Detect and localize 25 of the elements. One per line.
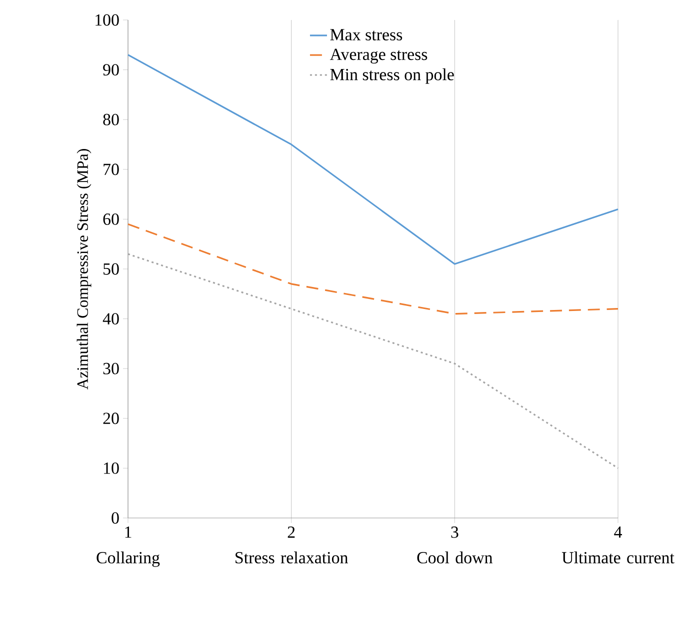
y-tick-label: 0	[112, 512, 119, 524]
y-tick-label: 100	[96, 14, 119, 26]
y-tick-label: 80	[103, 114, 119, 126]
y-tick-label: 60	[103, 213, 119, 225]
y-tick-label: 90	[103, 64, 119, 76]
text: Stress relaxation	[236, 552, 348, 564]
x-tick-label: 1	[125, 526, 132, 538]
y-tick-label: 20	[103, 412, 119, 424]
legend-label: Max stress	[330, 29, 402, 40]
y-tick-label: 30	[103, 362, 119, 374]
y-tick-label: 70	[104, 164, 119, 176]
y-tick-label: 50	[104, 263, 119, 275]
legend-label: Average stress	[330, 48, 428, 64]
x-tick-label: 4	[614, 526, 622, 538]
y-tick-label: 40	[102, 313, 119, 325]
y-axis-title: Azimuthal Compressive Stress (MPa)	[76, 149, 92, 390]
y-tick-label: 10	[104, 462, 119, 474]
x-tick-label: 3	[451, 526, 458, 538]
text: Cool down	[417, 552, 493, 564]
line-series	[127, 253, 619, 469]
text: Collaring	[96, 552, 160, 567]
line-series	[127, 223, 619, 315]
x-tick-label: 2	[288, 526, 295, 538]
text: Ultimate current	[562, 552, 674, 564]
legend-label: Min stress on pole	[330, 68, 454, 84]
